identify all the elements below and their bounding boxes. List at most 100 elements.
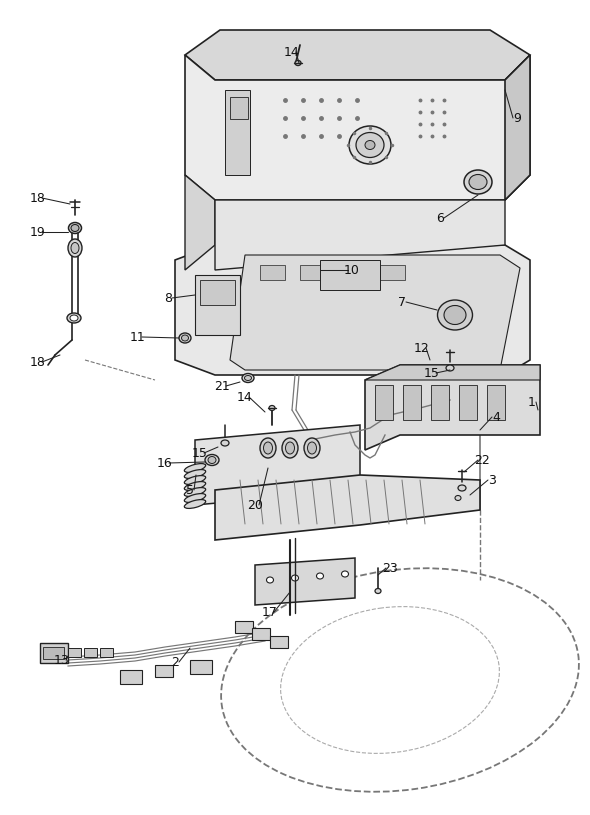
Ellipse shape — [316, 573, 323, 579]
Ellipse shape — [68, 222, 81, 234]
Polygon shape — [185, 30, 530, 80]
Polygon shape — [215, 475, 480, 540]
Text: 15: 15 — [192, 447, 208, 460]
Text: 12: 12 — [414, 341, 430, 355]
Ellipse shape — [458, 485, 466, 491]
Ellipse shape — [179, 333, 191, 343]
Ellipse shape — [469, 174, 487, 190]
Text: 16: 16 — [157, 456, 173, 469]
Bar — [340, 265, 365, 280]
Ellipse shape — [70, 315, 78, 321]
Text: 18: 18 — [30, 355, 46, 368]
Ellipse shape — [264, 442, 273, 454]
Text: 11: 11 — [130, 331, 146, 343]
Bar — [100, 648, 113, 657]
Text: 14: 14 — [284, 46, 300, 59]
Ellipse shape — [464, 170, 492, 194]
Text: 22: 22 — [474, 453, 490, 466]
Ellipse shape — [444, 306, 466, 324]
Ellipse shape — [184, 487, 206, 496]
Text: 13: 13 — [54, 654, 70, 667]
Bar — [43, 647, 64, 659]
Ellipse shape — [184, 476, 206, 484]
Bar — [84, 648, 97, 657]
Ellipse shape — [244, 376, 251, 381]
Polygon shape — [505, 55, 530, 200]
Ellipse shape — [267, 577, 274, 583]
Polygon shape — [255, 558, 355, 605]
Ellipse shape — [208, 456, 216, 464]
Text: 6: 6 — [436, 212, 444, 224]
Text: 1: 1 — [528, 395, 536, 408]
Polygon shape — [185, 55, 530, 200]
Ellipse shape — [205, 455, 219, 465]
Ellipse shape — [304, 438, 320, 458]
Bar — [380, 265, 405, 280]
Ellipse shape — [446, 365, 454, 371]
Ellipse shape — [455, 496, 461, 500]
Text: 4: 4 — [492, 411, 500, 424]
Bar — [195, 275, 240, 335]
Text: 17: 17 — [262, 606, 278, 619]
Ellipse shape — [184, 500, 206, 509]
Ellipse shape — [295, 60, 301, 65]
Bar — [487, 385, 505, 420]
Bar — [403, 385, 421, 420]
Text: 14: 14 — [237, 390, 253, 403]
Bar — [235, 621, 253, 633]
Ellipse shape — [349, 126, 391, 164]
Polygon shape — [185, 175, 215, 270]
Ellipse shape — [365, 140, 375, 149]
Text: 18: 18 — [30, 192, 46, 205]
Ellipse shape — [438, 300, 473, 330]
Text: 5: 5 — [186, 483, 194, 496]
Ellipse shape — [286, 442, 294, 454]
Ellipse shape — [307, 442, 316, 454]
Text: 3: 3 — [488, 474, 496, 487]
Polygon shape — [215, 200, 505, 270]
Ellipse shape — [356, 133, 384, 157]
Ellipse shape — [182, 335, 188, 341]
Bar — [230, 97, 248, 119]
Bar — [252, 628, 270, 640]
Ellipse shape — [184, 469, 206, 478]
Ellipse shape — [184, 464, 206, 473]
Ellipse shape — [291, 575, 299, 581]
Polygon shape — [230, 255, 520, 370]
Bar — [190, 660, 212, 674]
Text: 9: 9 — [513, 112, 521, 125]
Text: 20: 20 — [247, 499, 263, 512]
Text: 23: 23 — [382, 562, 398, 575]
Polygon shape — [225, 90, 250, 175]
Bar — [260, 265, 285, 280]
Bar — [270, 636, 288, 648]
Ellipse shape — [71, 243, 79, 253]
Bar — [40, 643, 68, 663]
Ellipse shape — [342, 571, 349, 577]
Bar — [120, 670, 142, 684]
Text: 7: 7 — [398, 296, 406, 309]
Ellipse shape — [67, 313, 81, 323]
Bar — [155, 665, 173, 677]
Bar — [320, 260, 380, 290]
Ellipse shape — [375, 588, 381, 593]
Bar — [200, 280, 235, 305]
Ellipse shape — [282, 438, 298, 458]
Bar — [300, 265, 325, 280]
Ellipse shape — [71, 224, 79, 231]
Ellipse shape — [68, 239, 82, 257]
Bar — [375, 385, 393, 420]
Polygon shape — [365, 365, 540, 380]
Polygon shape — [365, 365, 540, 450]
Bar — [68, 648, 81, 657]
Ellipse shape — [221, 440, 229, 446]
Text: 21: 21 — [214, 380, 230, 393]
Ellipse shape — [260, 438, 276, 458]
Polygon shape — [175, 245, 530, 375]
Bar — [431, 385, 449, 420]
Ellipse shape — [184, 482, 206, 491]
Polygon shape — [195, 425, 360, 505]
Text: 8: 8 — [164, 292, 172, 305]
Text: 19: 19 — [30, 226, 46, 239]
Ellipse shape — [269, 406, 275, 411]
